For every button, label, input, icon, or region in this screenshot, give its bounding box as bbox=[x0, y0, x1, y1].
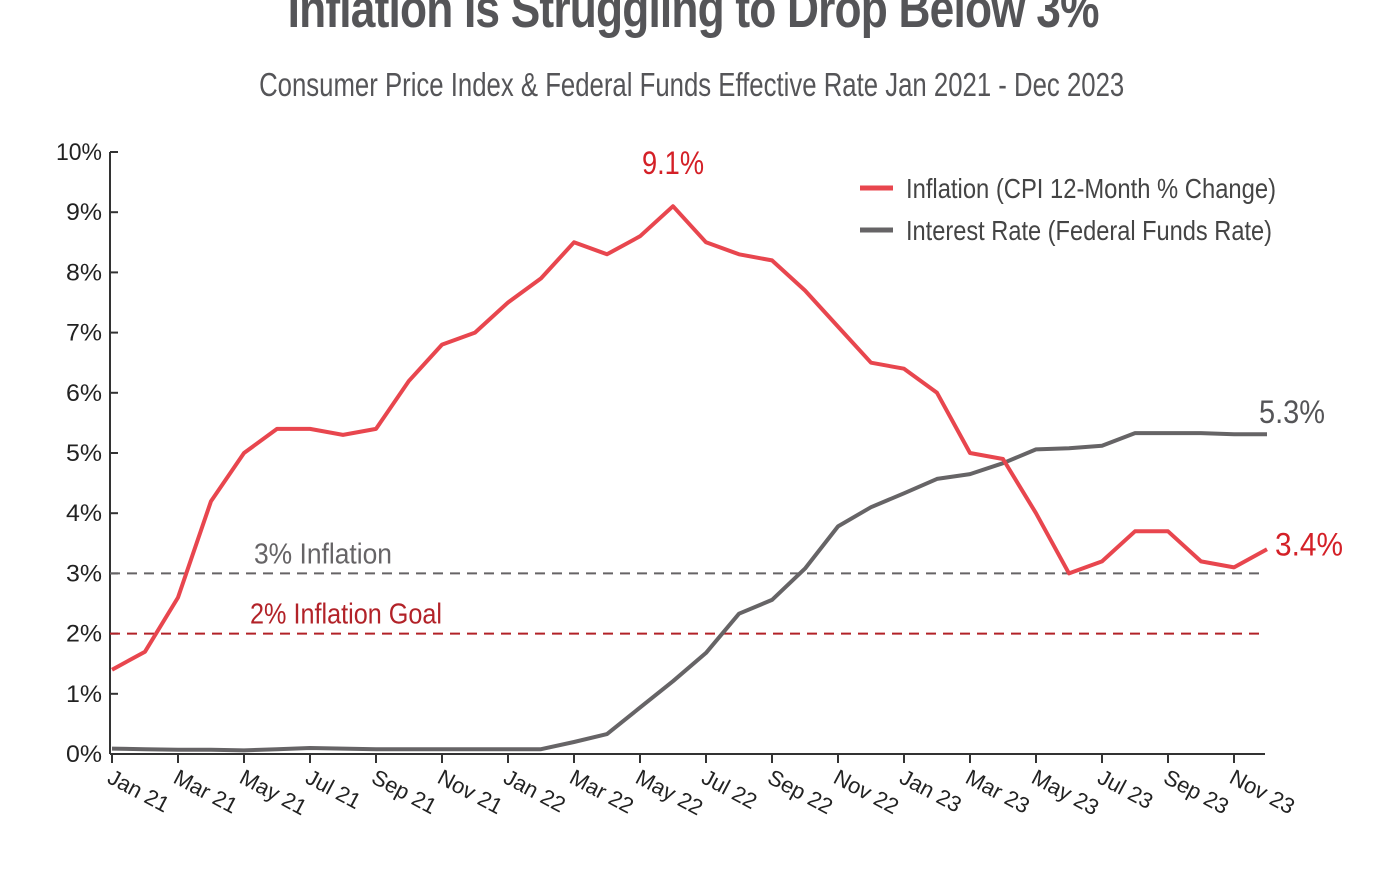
y-tick-label: 2% bbox=[66, 621, 102, 648]
x-tick-label: Mar 21 bbox=[170, 764, 242, 818]
reference-lines: 3% Inflation 2% Inflation Goal bbox=[110, 538, 1265, 635]
x-tick-label: Nov 21 bbox=[434, 764, 507, 819]
x-tick-label: May 21 bbox=[236, 764, 311, 820]
y-tick-label: 6% bbox=[66, 380, 102, 407]
y-tick-label: 9% bbox=[66, 199, 102, 226]
data-label: 5.3% bbox=[1259, 394, 1325, 430]
x-tick-label: Jan 21 bbox=[104, 764, 174, 817]
series-line bbox=[111, 431, 1267, 753]
y-tick-label: 1% bbox=[66, 681, 102, 708]
x-tick-label: Jul 21 bbox=[302, 764, 366, 814]
x-tick-label: May 22 bbox=[632, 764, 707, 820]
x-tick-label: Mar 22 bbox=[566, 764, 638, 818]
chart-legend: Inflation (CPI 12-Month % Change) Interes… bbox=[860, 173, 1276, 246]
x-tick-label: Sep 22 bbox=[764, 764, 837, 819]
x-tick-label: Sep 21 bbox=[368, 764, 441, 819]
x-tick-label: Jul 22 bbox=[698, 764, 762, 814]
x-tick-label: Mar 23 bbox=[962, 764, 1034, 818]
legend-label: Interest Rate (Federal Funds Rate) bbox=[906, 215, 1272, 246]
chart-series bbox=[111, 204, 1268, 753]
y-tick-label: 10% bbox=[56, 139, 102, 166]
chart-subtitle: Consumer Price Index & Federal Funds Eff… bbox=[259, 66, 1125, 103]
chart-title: Inflation Is Struggling to Drop Below 3% bbox=[287, 0, 1100, 39]
x-tick-label: Jan 22 bbox=[500, 764, 570, 817]
y-tick-label: 7% bbox=[66, 320, 102, 347]
x-tick-label: Nov 23 bbox=[1226, 764, 1299, 819]
legend-label: Inflation (CPI 12-Month % Change) bbox=[906, 173, 1276, 204]
y-tick-label: 3% bbox=[66, 560, 102, 587]
data-label: 3.4% bbox=[1275, 526, 1343, 562]
series-line bbox=[111, 204, 1268, 672]
reference-line-label: 3% Inflation bbox=[254, 538, 392, 570]
chart-annotations: 9.1% 5.3% 3.4% bbox=[642, 145, 1343, 562]
y-tick-label: 0% bbox=[66, 741, 102, 768]
x-tick-label: Jan 23 bbox=[896, 764, 966, 817]
y-tick-label: 4% bbox=[66, 500, 102, 527]
reference-line-label: 2% Inflation Goal bbox=[250, 599, 442, 631]
y-tick-label: 8% bbox=[66, 259, 102, 286]
data-label: 9.1% bbox=[642, 145, 704, 181]
x-tick-label: Sep 23 bbox=[1160, 764, 1233, 819]
x-tick-label: Nov 22 bbox=[830, 764, 903, 819]
x-tick-label: May 23 bbox=[1028, 764, 1103, 820]
x-tick-label: Jul 23 bbox=[1094, 764, 1158, 814]
y-tick-label: 5% bbox=[66, 440, 102, 467]
